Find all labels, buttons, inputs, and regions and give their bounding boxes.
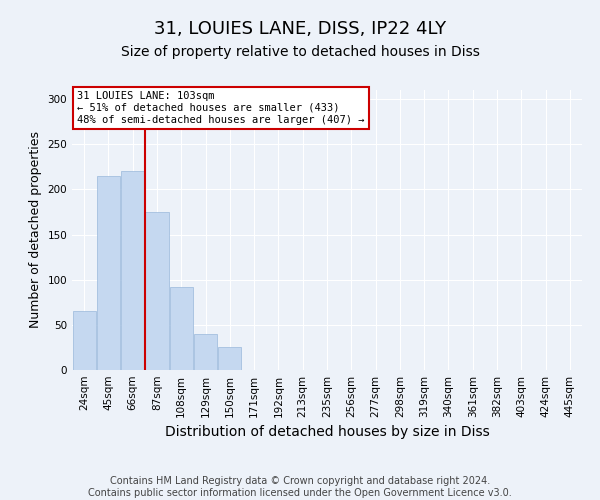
Bar xyxy=(121,172,144,370)
Bar xyxy=(194,334,217,370)
Bar xyxy=(170,287,193,370)
Text: Size of property relative to detached houses in Diss: Size of property relative to detached ho… xyxy=(121,45,479,59)
Text: 31 LOUIES LANE: 103sqm
← 51% of detached houses are smaller (433)
48% of semi-de: 31 LOUIES LANE: 103sqm ← 51% of detached… xyxy=(77,92,365,124)
Bar xyxy=(97,176,120,370)
Bar xyxy=(218,348,241,370)
Text: 31, LOUIES LANE, DISS, IP22 4LY: 31, LOUIES LANE, DISS, IP22 4LY xyxy=(154,20,446,38)
Bar xyxy=(145,212,169,370)
Text: Contains HM Land Registry data © Crown copyright and database right 2024.
Contai: Contains HM Land Registry data © Crown c… xyxy=(88,476,512,498)
X-axis label: Distribution of detached houses by size in Diss: Distribution of detached houses by size … xyxy=(164,426,490,440)
Bar xyxy=(73,312,95,370)
Y-axis label: Number of detached properties: Number of detached properties xyxy=(29,132,42,328)
